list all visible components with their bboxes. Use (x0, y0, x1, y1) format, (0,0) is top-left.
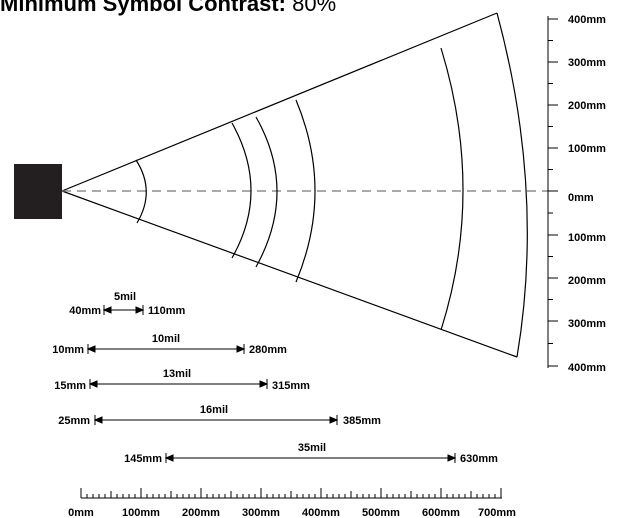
range-arc-10mil (231, 122, 252, 259)
contrast-value: 80% (292, 0, 337, 16)
range-bar-near-label: 25mm (58, 415, 90, 427)
range-bar-end-marker (236, 344, 246, 354)
scan-cone (61, 12, 548, 358)
range-bar-start-marker (86, 344, 96, 354)
vertical-scale (547, 16, 558, 368)
scanner-icon (14, 164, 62, 219)
range-bar-5mil: 5mil 40mm 110mm (69, 291, 185, 317)
range-bar-end-marker (259, 379, 269, 389)
range-bar-far-label: 630mm (460, 453, 498, 465)
range-bar-far-label: 110mm (148, 305, 186, 317)
range-bar-mil-label: 10mil (152, 333, 180, 345)
range-bar-10mil: 10mil 10mm 280mm (52, 333, 287, 356)
distance-ruler (80, 488, 502, 499)
range-bar-mil-label: 13mil (163, 368, 191, 380)
vscale-label: 400mm (568, 14, 606, 26)
range-bar-mil-label: 35mil (298, 442, 326, 454)
min-symbol-contrast-heading: Minimum Symbol Contrast: 80% (0, 0, 336, 17)
ruler-label: 200mm (182, 507, 220, 518)
cone-lower-edge (61, 190, 518, 358)
range-arc-16mil (295, 99, 316, 283)
range-arc-5mil (135, 159, 147, 224)
ruler-label: 700mm (478, 507, 516, 518)
ruler-label: 300mm (242, 507, 280, 518)
vscale-label: 200mm (568, 100, 606, 112)
range-bar-13mil: 13mil 15mm 315mm (54, 368, 310, 392)
ruler-ticks (80, 488, 502, 498)
range-arc-35mil (440, 47, 464, 331)
range-bar-mil-label: 16mil (200, 404, 228, 416)
range-bar-end-marker (135, 305, 145, 315)
vertical-scale-ticks (548, 18, 558, 367)
range-bar-far-label: 315mm (272, 380, 310, 392)
contrast-label: Minimum Symbol Contrast: (0, 0, 287, 16)
vscale-label: 300mm (568, 57, 606, 69)
ruler-label: 400mm (302, 507, 340, 518)
range-bar-end-marker (329, 415, 339, 425)
ruler-label: 500mm (362, 507, 400, 518)
ruler-label: 100mm (122, 507, 160, 518)
ruler-label: 600mm (422, 507, 460, 518)
range-bar-far-label: 385mm (343, 415, 381, 427)
vscale-label: 0mm (568, 192, 594, 204)
range-bar-mil-label: 5mil (114, 291, 136, 303)
range-bar-end-marker (447, 453, 457, 463)
ruler-label: 0mm (68, 507, 94, 518)
vertical-scale-labels: 400mm 300mm 200mm 100mm 0mm 100mm 200mm … (568, 14, 606, 374)
cone-upper-edge (61, 12, 498, 192)
range-bar-35mil: 35mil 145mm 630mm (124, 442, 498, 465)
range-bar-near-label: 10mm (52, 344, 84, 356)
range-bar-near-label: 145mm (124, 453, 162, 465)
range-bar-near-label: 40mm (69, 305, 101, 317)
range-bar-start-marker (102, 305, 112, 315)
range-bar-start-marker (164, 453, 174, 463)
range-bar-16mil: 16mil 25mm 385mm (58, 404, 381, 427)
vscale-label: 100mm (568, 232, 606, 244)
range-arc-max (496, 12, 528, 358)
range-bar-near-label: 15mm (54, 380, 86, 392)
vscale-label: 200mm (568, 275, 606, 287)
range-bar-start-marker (93, 415, 103, 425)
vscale-label: 400mm (568, 362, 606, 374)
range-bar-start-marker (88, 379, 98, 389)
range-bar-far-label: 280mm (249, 344, 287, 356)
ruler-labels: 0mm 100mm 200mm 300mm 400mm 500mm 600mm … (68, 507, 516, 518)
vscale-label: 300mm (568, 318, 606, 330)
range-arc-13mil (255, 116, 278, 268)
vscale-label: 100mm (568, 143, 606, 155)
